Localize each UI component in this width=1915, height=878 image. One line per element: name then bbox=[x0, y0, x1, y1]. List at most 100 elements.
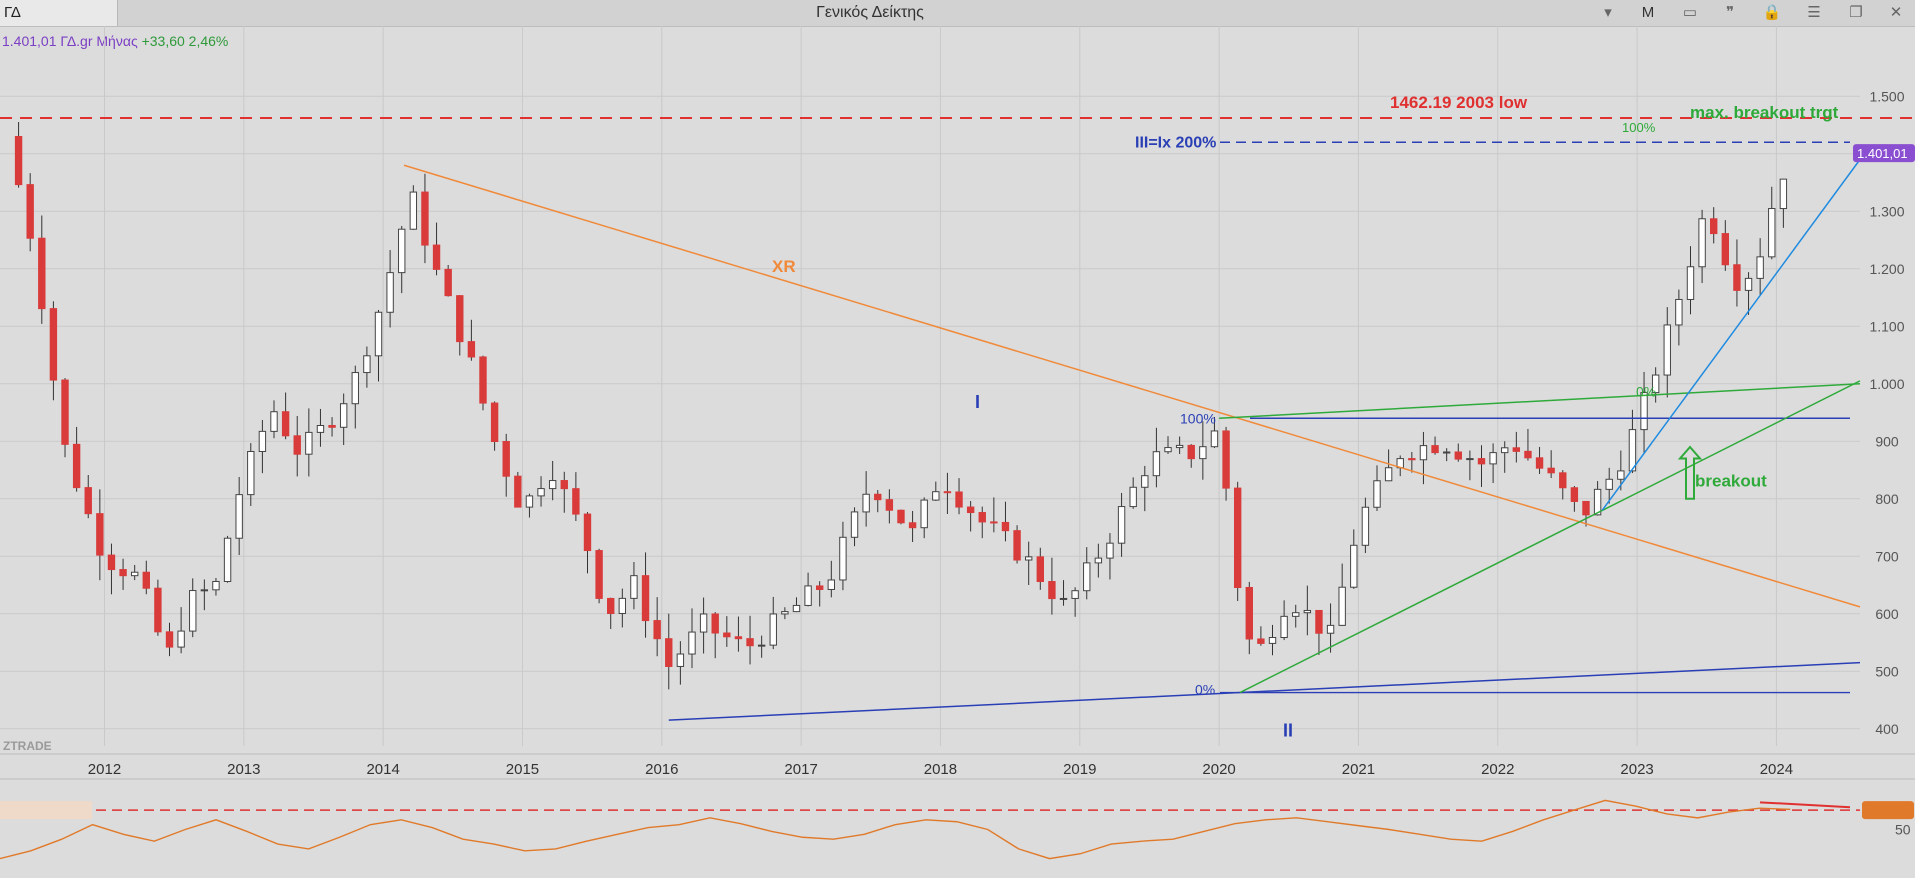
label-xr: XR bbox=[772, 257, 796, 276]
label-0-green: 0% bbox=[1636, 383, 1656, 399]
candle-body bbox=[1605, 478, 1613, 490]
candle-body bbox=[1419, 445, 1428, 461]
candle-body bbox=[514, 475, 522, 508]
candle-body bbox=[1129, 486, 1137, 508]
candle-body bbox=[1292, 612, 1300, 617]
candle-body bbox=[479, 356, 487, 404]
candle-body bbox=[1675, 298, 1683, 326]
candle-body bbox=[1779, 178, 1788, 210]
menu-icon[interactable]: ☰ bbox=[1807, 4, 1821, 21]
candle-body bbox=[572, 488, 580, 515]
candle-body bbox=[502, 441, 510, 477]
symbol-input[interactable]: ΓΔ bbox=[0, 0, 118, 26]
candle-body bbox=[1408, 458, 1416, 461]
candle-body bbox=[1663, 324, 1671, 376]
candle-body bbox=[398, 228, 406, 274]
candle-body bbox=[1303, 609, 1312, 614]
candle-body bbox=[1315, 609, 1323, 634]
candle-body bbox=[1454, 451, 1462, 460]
candle-body bbox=[107, 554, 116, 571]
candle-body bbox=[1361, 506, 1370, 546]
x-tick-label: 2022 bbox=[1481, 761, 1514, 778]
candle-body bbox=[1524, 450, 1532, 459]
candle-body bbox=[537, 488, 545, 497]
candle-body bbox=[978, 512, 986, 523]
candle-body bbox=[1106, 542, 1114, 559]
x-tick-label: 2018 bbox=[924, 761, 957, 778]
candle-body bbox=[839, 536, 847, 581]
candle-body bbox=[258, 430, 267, 452]
info-label: ΓΔ.gr Μήνας bbox=[60, 33, 138, 49]
candle-body bbox=[630, 575, 638, 599]
x-tick-label: 2019 bbox=[1063, 761, 1096, 778]
candle-body bbox=[1164, 447, 1172, 453]
x-tick-label: 2023 bbox=[1620, 761, 1653, 778]
candle-body bbox=[862, 493, 870, 513]
candle-body bbox=[1628, 429, 1637, 472]
candle-body bbox=[154, 587, 162, 633]
label-0: 0% bbox=[1195, 682, 1215, 698]
x-tick-label: 2020 bbox=[1202, 761, 1235, 778]
candle-body bbox=[212, 580, 220, 591]
window-title: Γενικός Δείκτης bbox=[816, 4, 924, 21]
dropdown-icon[interactable]: ▾ bbox=[1604, 4, 1612, 21]
x-tick-label: 2016 bbox=[645, 761, 678, 778]
candle-body bbox=[1617, 470, 1625, 480]
candle-body bbox=[665, 638, 673, 667]
y-tick-label: 1.000 bbox=[1869, 376, 1904, 392]
label-wave-I: I bbox=[975, 392, 980, 412]
candle-body bbox=[351, 372, 359, 405]
candle-body bbox=[1048, 581, 1056, 600]
candle-body bbox=[363, 355, 371, 374]
y-tick-label: 800 bbox=[1875, 491, 1899, 507]
breakout-arrow-icon bbox=[1677, 445, 1703, 500]
x-tick-label: 2013 bbox=[227, 761, 260, 778]
candle-body bbox=[1651, 374, 1660, 394]
candle-body bbox=[943, 491, 952, 494]
candle-body bbox=[467, 341, 476, 358]
candle-body bbox=[1489, 452, 1497, 465]
candle-body bbox=[746, 638, 754, 647]
candle-body bbox=[990, 521, 998, 524]
candle-body bbox=[908, 522, 917, 529]
comments-icon[interactable]: ❞ bbox=[1725, 4, 1735, 21]
candle-body bbox=[200, 589, 209, 592]
restore-icon[interactable]: ❐ bbox=[1849, 4, 1863, 21]
candle-body bbox=[189, 590, 197, 632]
layout-icon[interactable]: ▭ bbox=[1682, 4, 1698, 21]
price-info: 1.401,01 ΓΔ.gr Μήνας +33,60 2,46% bbox=[2, 33, 228, 49]
candle-body bbox=[26, 184, 34, 239]
candle-body bbox=[1501, 447, 1509, 454]
x-tick-label: 2024 bbox=[1760, 761, 1793, 778]
trendline-blue-rally bbox=[1601, 159, 1861, 511]
candle-body bbox=[548, 480, 557, 490]
candle-body bbox=[955, 491, 963, 508]
candle-body bbox=[72, 443, 81, 489]
rsi-series-line bbox=[0, 799, 1791, 860]
candle-body bbox=[850, 511, 859, 538]
candle-body bbox=[1141, 475, 1149, 488]
period-button[interactable]: M bbox=[1641, 4, 1655, 21]
candle-body bbox=[723, 632, 731, 638]
candle-body bbox=[827, 579, 836, 590]
close-icon[interactable]: ✕ bbox=[1889, 4, 1903, 21]
y-tick-label: 600 bbox=[1875, 606, 1899, 622]
candle-body bbox=[1477, 458, 1486, 465]
candle-body bbox=[1547, 467, 1555, 474]
candle-body bbox=[1350, 544, 1358, 588]
candle-body bbox=[699, 613, 708, 633]
candle-body bbox=[247, 450, 255, 496]
x-tick-label: 2012 bbox=[88, 761, 121, 778]
candle-body bbox=[711, 613, 719, 634]
trendline-green-support bbox=[1239, 380, 1861, 694]
candle-body bbox=[1222, 430, 1230, 489]
candle-body bbox=[1268, 637, 1277, 644]
y-tick-label: 700 bbox=[1875, 548, 1899, 564]
candle-body bbox=[676, 653, 685, 667]
candle-body bbox=[270, 411, 278, 432]
candle-body bbox=[1570, 487, 1579, 502]
lock-icon[interactable]: 🔒 bbox=[1762, 4, 1782, 21]
candle-body bbox=[1059, 597, 1068, 600]
candle-body bbox=[920, 499, 928, 529]
price-chart[interactable]: 1.5001.4001.3001.2001.1001.0009008007006… bbox=[0, 26, 1915, 878]
